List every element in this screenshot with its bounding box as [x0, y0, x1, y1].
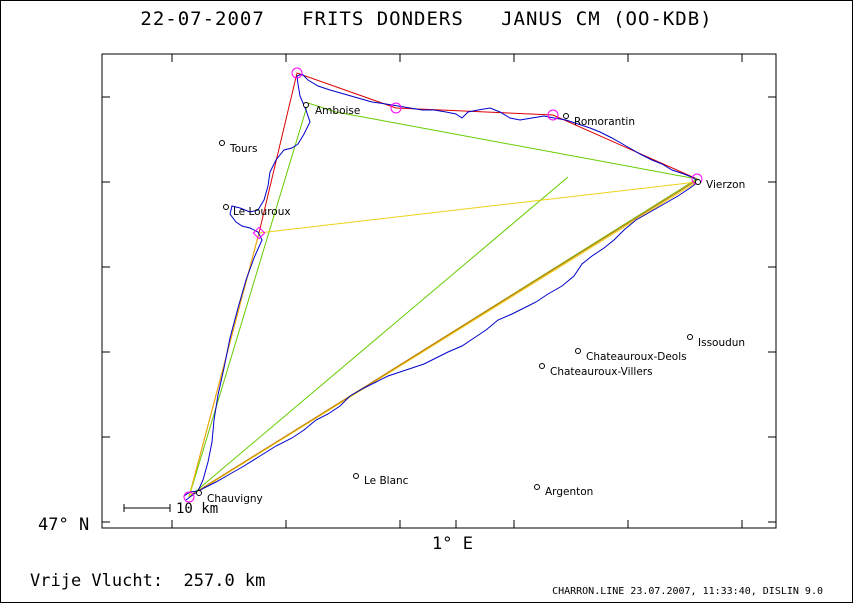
place-label-issoudun: Issoudun — [698, 337, 745, 349]
turnpoints — [183, 67, 703, 503]
place-label-chauvigny: Chauvigny — [207, 493, 263, 505]
turnpoint-start — [183, 491, 195, 503]
turnpoint-3 — [547, 109, 559, 121]
right-ticks — [768, 96, 776, 523]
place-label-argenton: Argenton — [545, 486, 593, 498]
place-label-le-blanc: Le Blanc — [364, 475, 409, 487]
scale-bar — [123, 504, 171, 512]
latitude-label: 47° N — [38, 515, 89, 535]
turnpoint-marker — [252, 226, 266, 240]
task-line-yellow — [188, 181, 698, 498]
left-ticks — [102, 96, 110, 523]
place-label-le-louroux: Le Louroux — [233, 206, 291, 218]
map-title: 22-07-2007 FRITS DONDERS JANUS CM (OO-KD… — [140, 8, 713, 30]
place-label-vierzon: Vierzon — [706, 179, 745, 191]
task-line-green — [188, 102, 699, 498]
place-label-tours: Tours — [229, 143, 258, 155]
longitude-label: 1° E — [432, 534, 473, 554]
turnpoint-1 — [291, 67, 303, 79]
turnpoint-2 — [390, 102, 402, 114]
flight-track — [183, 73, 699, 501]
horizontal-ticks — [171, 54, 743, 528]
task-line-orange — [190, 180, 697, 496]
place-label-chateauroux-deols: Chateauroux-Deols — [586, 351, 687, 363]
task-line-green-diagonal — [188, 176, 569, 498]
place-label-chateauroux-villers: Chateauroux-Villers — [550, 366, 653, 378]
footer-credit: CHARRON.LINE 23.07.2007, 11:33:40, DISLI… — [552, 586, 823, 597]
task-line-red — [188, 72, 699, 498]
free-flight-distance: Vrije Vlucht: 257.0 km — [30, 571, 266, 591]
place-label-romorantin: Romorantin — [574, 116, 635, 128]
place-markers — [196, 102, 701, 496]
scale-bar-label: 10 km — [176, 501, 218, 517]
plot-frame — [101, 53, 777, 529]
place-label-amboise: Amboise — [315, 105, 360, 117]
